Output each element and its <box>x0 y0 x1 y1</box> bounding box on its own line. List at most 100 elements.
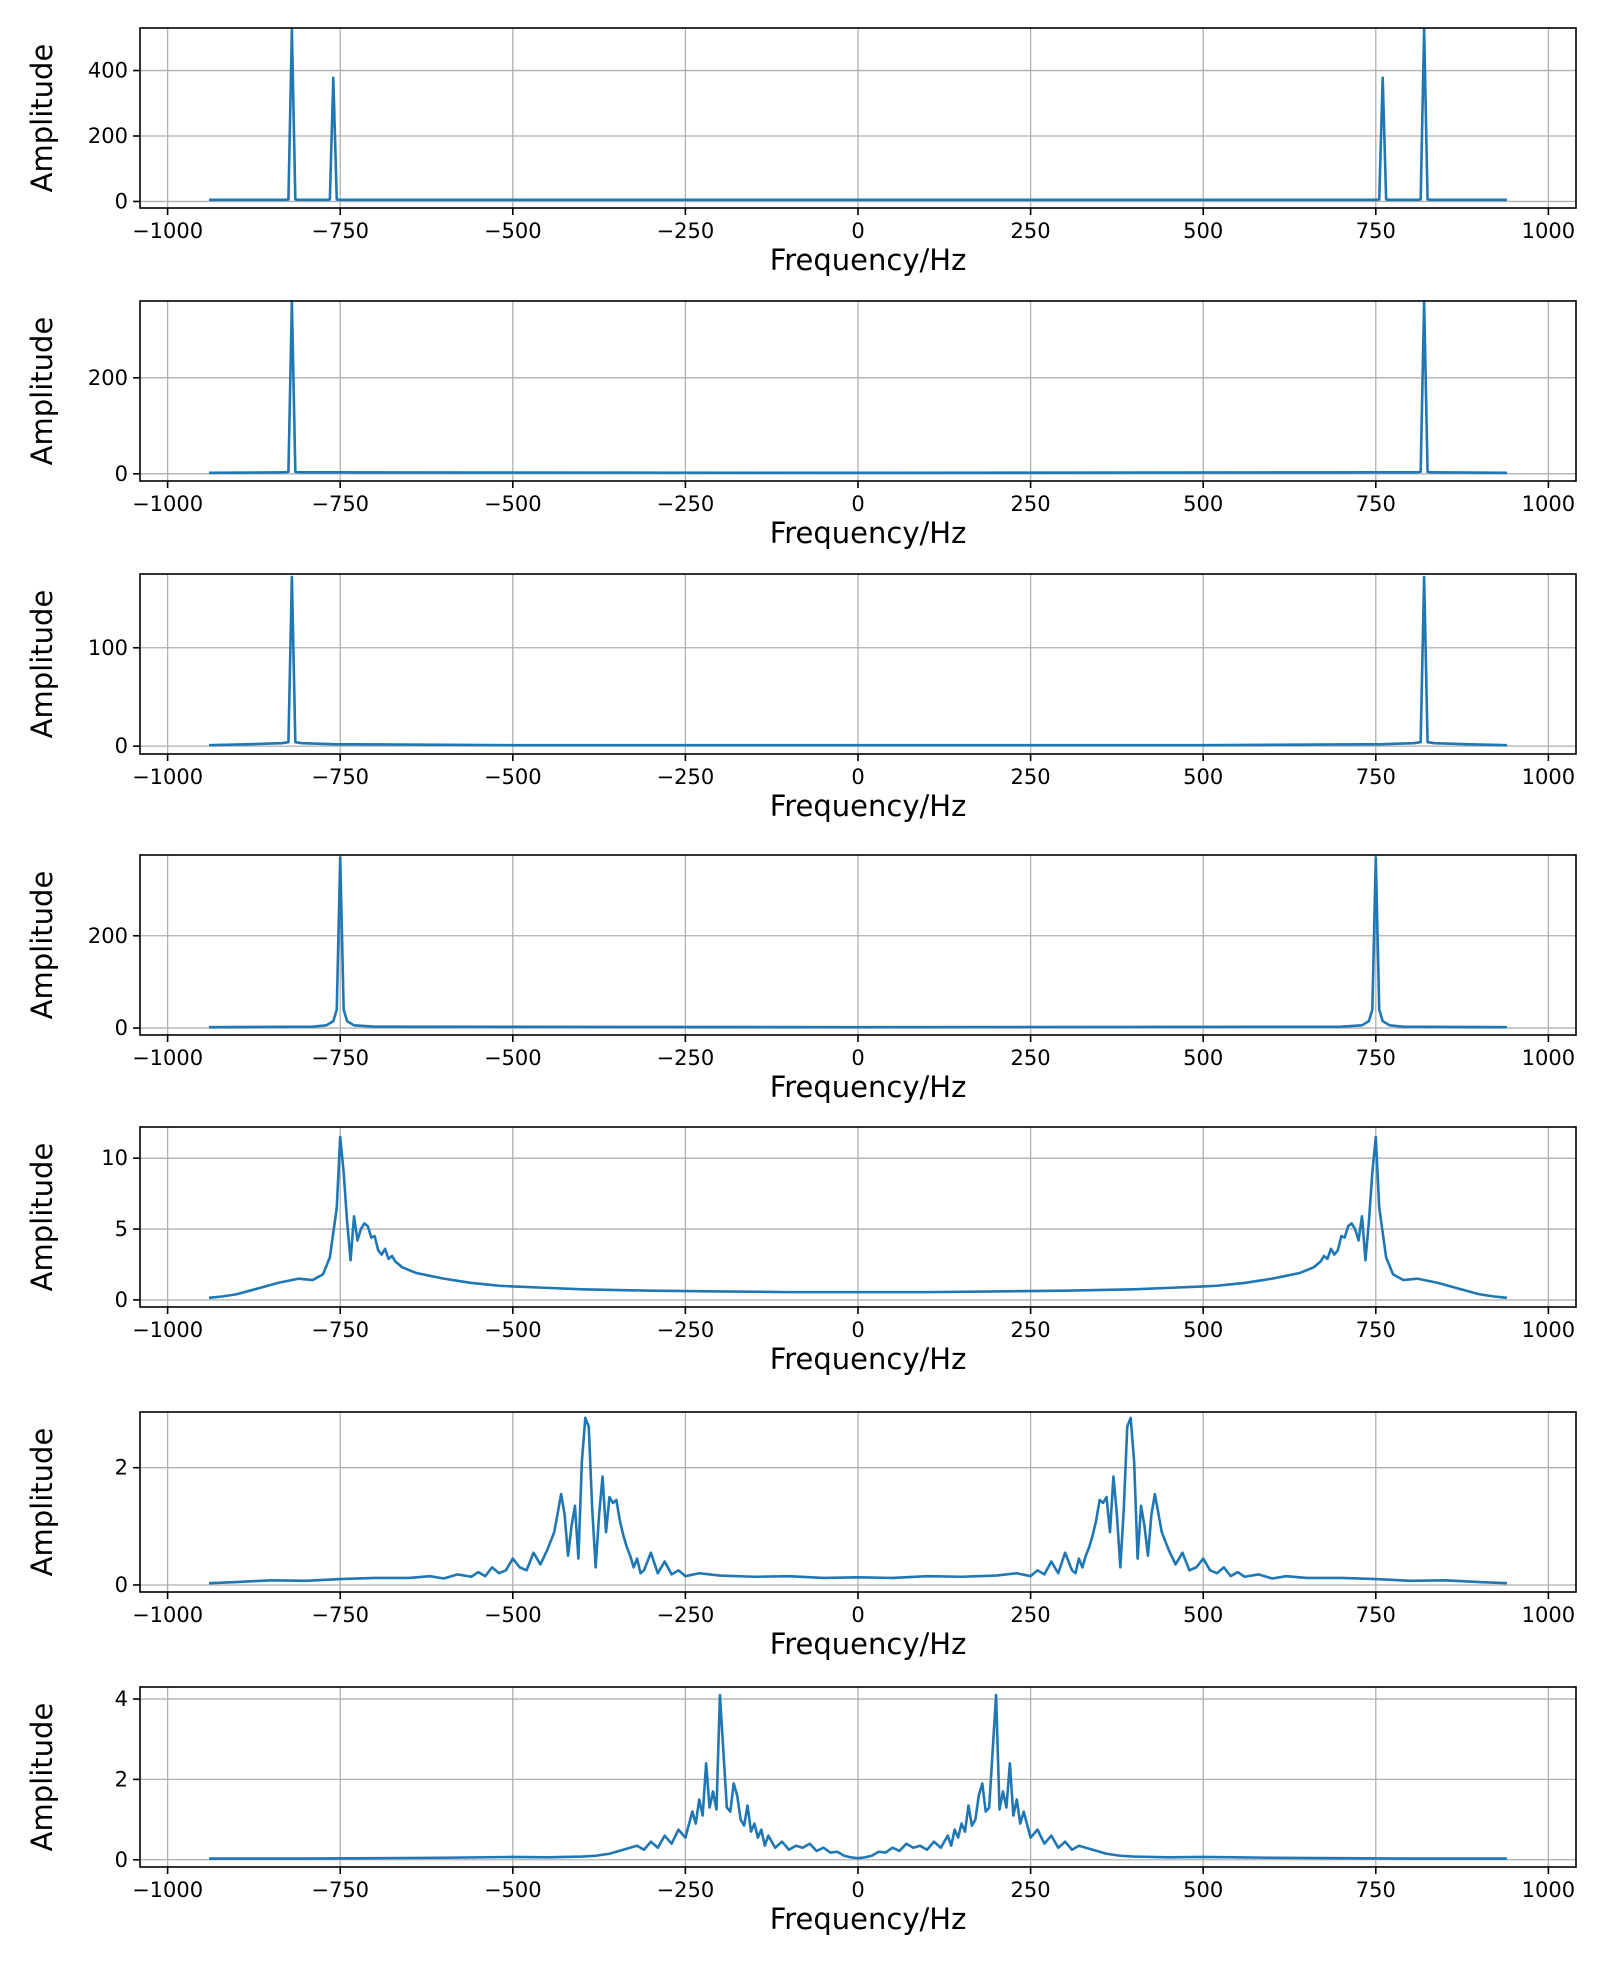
y-tick-label: 200 <box>88 366 128 390</box>
x-tick-label: −750 <box>311 492 369 516</box>
x-tick-label: 750 <box>1356 492 1396 516</box>
series-line-1 <box>209 1693 1507 1860</box>
x-tick-label: 500 <box>1183 492 1223 516</box>
x-tick-label: −250 <box>657 1878 715 1902</box>
x-tick-label: −500 <box>484 219 542 243</box>
x-tick-label: −750 <box>311 1318 369 1342</box>
y-tick-label: 0 <box>115 1288 128 1312</box>
x-tick-label: −500 <box>484 765 542 789</box>
x-tick-label: −250 <box>657 492 715 516</box>
x-tick-label: 750 <box>1356 219 1396 243</box>
x-tick-label: −750 <box>311 1603 369 1627</box>
y-axis-label: Amplitude <box>25 1703 59 1852</box>
x-tick-label: 0 <box>851 765 864 789</box>
axes-frame <box>139 1411 1577 1593</box>
x-tick-label: −750 <box>311 219 369 243</box>
x-tick-label: 250 <box>1011 1046 1051 1070</box>
x-tick-label: −250 <box>657 1318 715 1342</box>
x-tick-label: 250 <box>1011 1603 1051 1627</box>
x-tick-label: 250 <box>1011 1318 1051 1342</box>
x-tick-label: −250 <box>657 765 715 789</box>
subplot-6: −1000 −750 −500 −250 0 250 500 750 1000 0 2 Frequen… <box>25 1411 1577 1661</box>
x-axis-label: Frequency/Hz <box>770 789 967 823</box>
y-tick-label: 0 <box>115 189 128 213</box>
x-tick-label: 1000 <box>1522 765 1575 789</box>
y-tick-label: 0 <box>115 734 128 758</box>
y-tick-label: 2 <box>115 1767 128 1791</box>
x-tick-label: 750 <box>1356 765 1396 789</box>
x-tick-label: 1000 <box>1522 1318 1575 1342</box>
x-tick-label: 500 <box>1183 1603 1223 1627</box>
axes-frame <box>139 1126 1577 1308</box>
x-tick-label: 750 <box>1356 1603 1396 1627</box>
axes-frame <box>139 573 1577 755</box>
x-tick-label: −750 <box>311 765 369 789</box>
series-line-1 <box>209 300 1507 475</box>
x-tick-label: −250 <box>657 219 715 243</box>
y-axis-label: Amplitude <box>25 317 59 466</box>
subplot-4: −1000 −750 −500 −250 0 250 500 750 1000 0 200 Frequ… <box>25 854 1577 1104</box>
x-tick-label: −500 <box>484 1878 542 1902</box>
y-tick-label: 10 <box>101 1146 128 1170</box>
x-tick-label: 0 <box>851 1603 864 1627</box>
x-tick-label: −1000 <box>132 1046 203 1070</box>
x-tick-label: 750 <box>1356 1878 1396 1902</box>
subplot-3: −1000 −750 −500 −250 0 250 500 750 1000 0 100 Frequ… <box>25 573 1577 823</box>
y-tick-label: 200 <box>88 124 128 148</box>
x-tick-label: 0 <box>851 492 864 516</box>
subplot-1: −1000 −750 −500 −250 0 250 500 750 1000 0 200 400 Fr… <box>25 27 1577 277</box>
x-tick-label: 1000 <box>1522 1878 1575 1902</box>
y-tick-label: 200 <box>88 924 128 948</box>
series-line-1 <box>208 1416 1508 1585</box>
x-tick-label: 0 <box>851 1878 864 1902</box>
subplot-7: −1000 −750 −500 −250 0 250 500 750 1000 0 2 4 Freque… <box>25 1686 1577 1936</box>
x-tick-label: −500 <box>484 1318 542 1342</box>
axes-frame <box>139 300 1577 482</box>
x-tick-label: 0 <box>851 219 864 243</box>
x-tick-label: 250 <box>1011 765 1051 789</box>
y-axis-label: Amplitude <box>25 590 59 739</box>
subplot-2: −1000 −750 −500 −250 0 250 500 750 1000 0 200 Frequ… <box>25 300 1577 550</box>
x-tick-label: 250 <box>1011 1878 1051 1902</box>
x-tick-label: 750 <box>1356 1318 1396 1342</box>
y-axis-label: Amplitude <box>25 1428 59 1577</box>
y-axis-label: Amplitude <box>25 44 59 193</box>
x-tick-label: −500 <box>484 492 542 516</box>
x-tick-label: 250 <box>1011 219 1051 243</box>
x-axis-label: Frequency/Hz <box>770 243 967 277</box>
y-tick-label: 0 <box>115 462 128 486</box>
x-tick-label: 500 <box>1183 1318 1223 1342</box>
y-tick-label: 5 <box>115 1217 128 1241</box>
y-tick-label: 0 <box>115 1016 128 1040</box>
y-tick-label: 4 <box>115 1687 128 1711</box>
y-tick-label: 400 <box>88 59 128 83</box>
x-tick-label: −250 <box>657 1603 715 1627</box>
x-tick-label: 500 <box>1183 1878 1223 1902</box>
series-line-1 <box>209 28 1507 202</box>
x-axis-label: Frequency/Hz <box>770 1342 967 1376</box>
series-line-1 <box>209 575 1507 747</box>
x-tick-label: 0 <box>851 1318 864 1342</box>
x-axis-label: Frequency/Hz <box>770 1627 967 1661</box>
x-axis-label: Frequency/Hz <box>770 1902 967 1936</box>
y-tick-label: 2 <box>115 1456 128 1480</box>
x-tick-label: −500 <box>484 1046 542 1070</box>
x-tick-label: 500 <box>1183 219 1223 243</box>
axes-frame <box>139 27 1577 209</box>
x-tick-label: −1000 <box>132 1603 203 1627</box>
subplot-5: −1000 −750 −500 −250 0 250 500 750 1000 0 5 10 Frequ… <box>25 1126 1577 1376</box>
x-tick-label: 1000 <box>1522 1046 1575 1070</box>
axes-frame <box>139 854 1577 1036</box>
y-axis-label: Amplitude <box>25 871 59 1020</box>
x-tick-label: −1000 <box>132 1878 203 1902</box>
y-axis-label: Amplitude <box>25 1143 59 1292</box>
x-tick-label: 1000 <box>1522 1603 1575 1627</box>
y-tick-label: 0 <box>115 1573 128 1597</box>
axes-frame <box>139 1686 1577 1868</box>
y-tick-label: 0 <box>115 1848 128 1872</box>
x-tick-label: −250 <box>657 1046 715 1070</box>
x-axis-label: Frequency/Hz <box>770 516 967 550</box>
x-tick-label: 1000 <box>1522 492 1575 516</box>
x-tick-label: −750 <box>311 1046 369 1070</box>
